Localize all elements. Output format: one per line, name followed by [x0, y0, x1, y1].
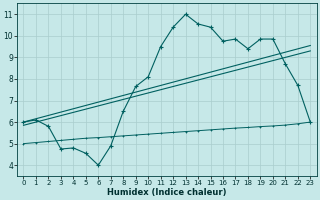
- X-axis label: Humidex (Indice chaleur): Humidex (Indice chaleur): [107, 188, 227, 197]
